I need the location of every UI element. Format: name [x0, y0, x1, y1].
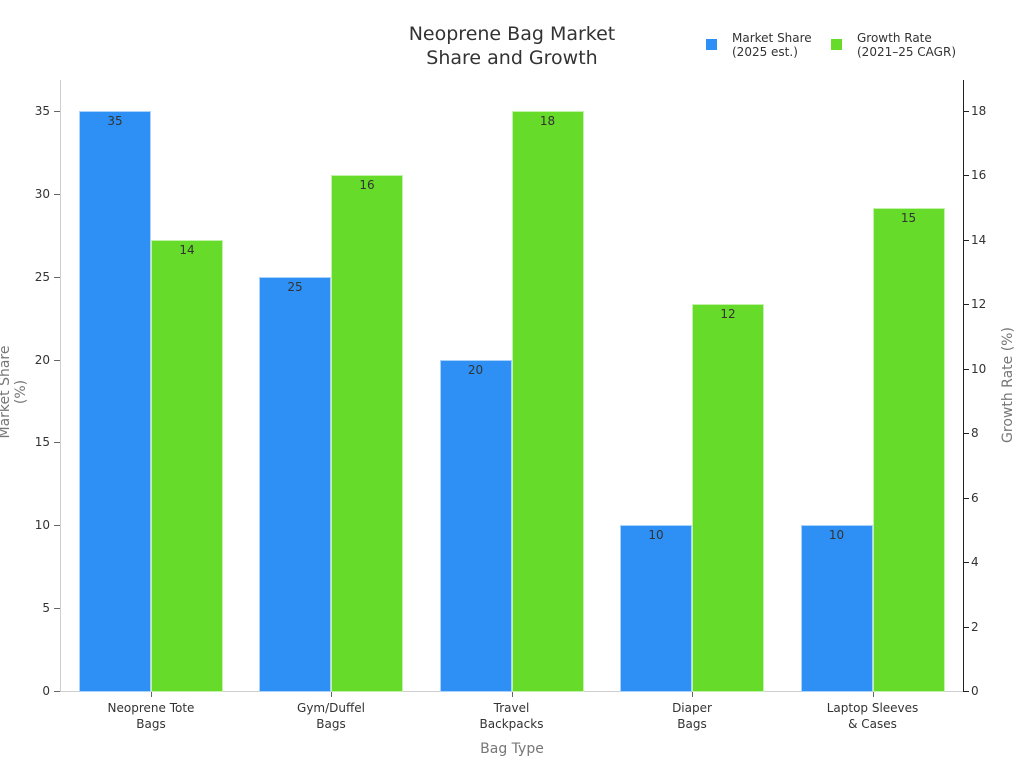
right-y-tick: [964, 239, 969, 241]
right-y-axis-line: [963, 80, 964, 692]
bar-value-label: 14: [179, 242, 195, 257]
chart-title: Neoprene Bag Market Share and Growth: [362, 22, 662, 70]
left-y-tick: [54, 276, 60, 278]
legend-item-market-share[interactable]: Market Share (2025 est.): [706, 31, 812, 59]
x-tick-label: Laptop Sleeves & Cases: [803, 700, 943, 732]
x-tick-label-line: Neoprene Tote: [107, 701, 195, 715]
bar-value-label: 35: [107, 114, 123, 128]
x-tick-label: Travel Backpacks: [442, 700, 582, 732]
right-y-tick: [964, 691, 969, 692]
left-y-axis-title: Market Share (%): [0, 345, 29, 439]
x-tick-label-line: Diaper: [672, 701, 712, 715]
right-y-tick: [964, 433, 969, 435]
x-tick: [331, 692, 332, 697]
left-y-tick: [54, 111, 60, 112]
left-y-tick-label: 10: [34, 518, 50, 533]
bar-market-share[interactable]: [620, 525, 692, 692]
right-y-tick: [964, 497, 969, 499]
x-tick-label-line: & Cases: [848, 717, 897, 731]
bar-value-label: 18: [539, 114, 556, 128]
bar-growth-rate[interactable]: [692, 304, 764, 692]
right-y-tick: [964, 368, 969, 370]
x-tick-label-line: Laptop Sleeves: [826, 701, 919, 715]
left-y-tick: [54, 359, 60, 361]
left-y-tick-label: 5: [42, 601, 50, 616]
legend-label-line: Market Share: [732, 31, 812, 45]
x-tick-label-line: Bags: [677, 717, 707, 731]
right-y-tick-label: 2: [971, 619, 979, 634]
bar-value-label: 10: [828, 528, 845, 543]
x-tick-label-line: Bags: [316, 717, 346, 731]
x-tick-label-line: Gym/Duffel: [297, 701, 365, 715]
left-y-tick-label: 15: [34, 435, 50, 450]
legend-swatch-green-icon: [831, 39, 842, 50]
bar-market-share[interactable]: [259, 276, 331, 692]
x-tick-label-line: Travel: [493, 701, 530, 715]
x-tick: [151, 692, 152, 697]
right-y-tick-label: 16: [971, 168, 987, 183]
bar-market-share[interactable]: [439, 359, 512, 692]
legend-label-growth-rate: Growth Rate (2021–25 CAGR): [857, 31, 956, 59]
left-y-tick-label: 30: [34, 186, 50, 201]
x-tick: [511, 692, 513, 697]
x-tick: [872, 692, 874, 697]
x-tick-label: Neoprene Tote Bags: [81, 700, 221, 732]
right-y-axis-title: Growth Rate (%): [1000, 327, 1016, 443]
legend-label-line: Growth Rate: [857, 31, 932, 45]
right-y-tick: [964, 562, 969, 564]
chart-title-line-1: Neoprene Bag Market: [408, 23, 616, 45]
left-y-tick: [54, 442, 60, 444]
x-tick-label: Diaper Bags: [622, 700, 762, 732]
left-y-tick: [54, 193, 60, 195]
legend-item-growth-rate[interactable]: Growth Rate (2021–25 CAGR): [831, 31, 956, 59]
left-y-tick: [54, 525, 60, 527]
right-y-tick: [964, 175, 969, 177]
left-y-tick-label: 35: [34, 104, 50, 118]
left-y-tick-label: 20: [34, 352, 50, 367]
left-y-tick-label: 25: [34, 269, 50, 284]
left-y-axis-line: [60, 80, 61, 692]
right-y-tick: [964, 304, 969, 306]
x-tick-label-line: Backpacks: [479, 717, 544, 731]
bar-value-label: 20: [467, 362, 484, 377]
right-y-tick-label: 12: [971, 297, 987, 312]
right-y-tick: [964, 626, 969, 628]
bar-value-label: 25: [287, 279, 303, 294]
x-tick: [692, 692, 693, 697]
legend-label-line: (2021–25 CAGR): [857, 45, 956, 59]
legend-label-line: (2025 est.): [732, 45, 798, 59]
x-tick-label-line: Bags: [136, 717, 166, 731]
left-y-tick-label: 0: [42, 684, 50, 698]
legend-label-market-share: Market Share (2025 est.): [732, 31, 812, 59]
right-y-tick-label: 0: [971, 684, 979, 698]
right-y-tick-label: 6: [971, 490, 979, 505]
right-y-tick-label: 14: [971, 232, 987, 247]
right-y-tick-label: 10: [971, 361, 987, 376]
bar-growth-rate[interactable]: [511, 111, 584, 692]
bar-growth-rate[interactable]: [151, 239, 223, 692]
bar-value-label: 12: [720, 307, 736, 322]
bar-value-label: 16: [359, 178, 375, 193]
bar-value-label: 10: [648, 528, 664, 543]
right-y-tick: [964, 111, 969, 112]
bar-value-label: 15: [900, 210, 917, 225]
right-y-tick-label: 8: [971, 426, 979, 441]
x-tick-label: Gym/Duffel Bags: [261, 700, 401, 732]
chart-title-line-2: Share and Growth: [426, 47, 598, 69]
legend-swatch-blue-icon: [706, 39, 717, 50]
bar-market-share[interactable]: [79, 111, 151, 692]
right-y-tick-label: 4: [971, 555, 979, 570]
left-y-tick: [54, 691, 60, 692]
left-y-tick: [54, 608, 60, 610]
right-y-tick-label: 18: [971, 104, 987, 118]
bar-market-share[interactable]: [800, 525, 873, 692]
bar-growth-rate[interactable]: [872, 207, 945, 692]
bar-growth-rate[interactable]: [331, 175, 403, 692]
x-axis-title: Bag Type: [480, 741, 544, 757]
